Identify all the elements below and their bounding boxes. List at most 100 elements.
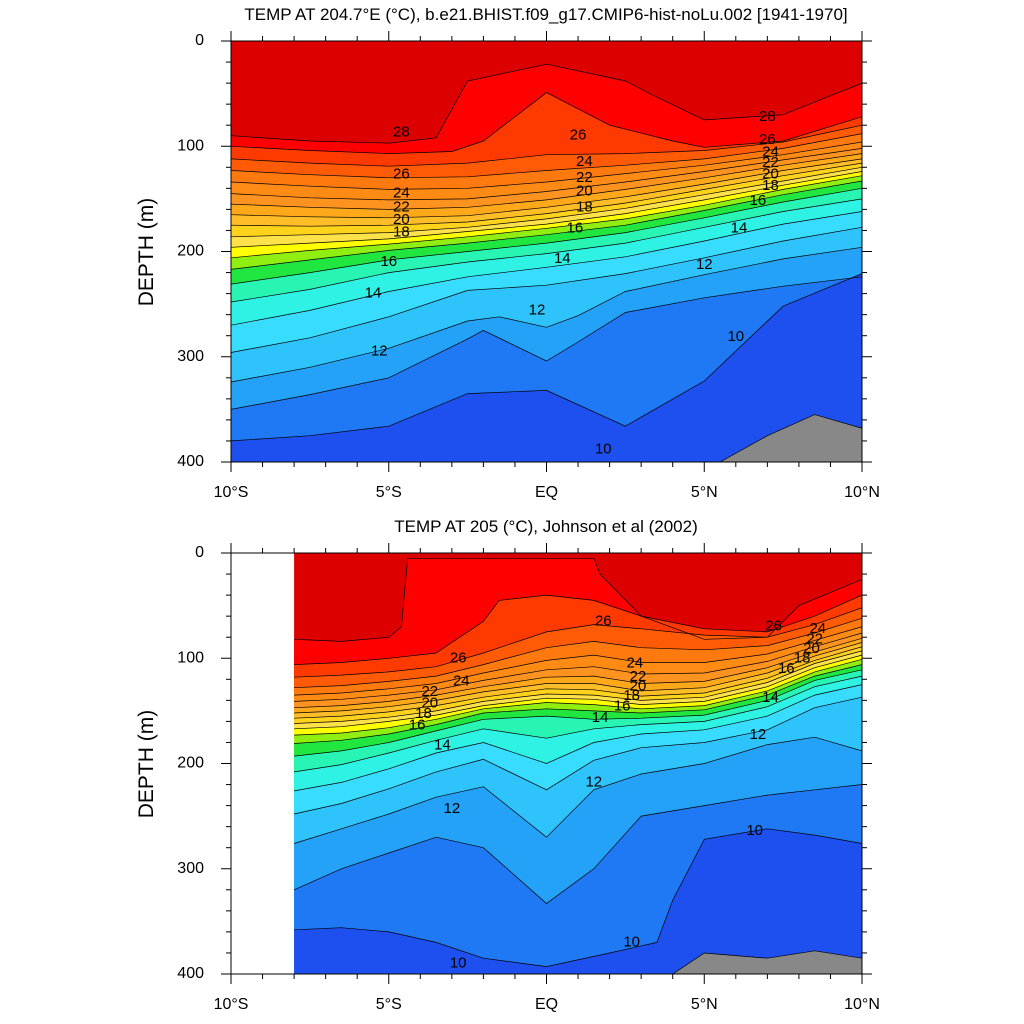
panel-bottom-isotherm-11 bbox=[293, 784, 862, 904]
panel-bottom-isotherm-15 bbox=[294, 675, 862, 773]
panel-bottom-isotherm-22 bbox=[294, 642, 862, 714]
panel-bottom: TEMP AT 205 (°C), Johnson et al (2002) D… bbox=[135, 517, 880, 1013]
panel-bottom-x-tick-label: 5°S bbox=[376, 996, 402, 1013]
panel-bottom-contour-label: 24 bbox=[626, 654, 643, 671]
panel-bottom-contour-label: 14 bbox=[762, 689, 779, 706]
panel-bottom-isotherm-13 bbox=[294, 696, 862, 815]
panel-bottom-y-tick-label: 100 bbox=[177, 649, 204, 666]
panel-top-band-9 bbox=[720, 414, 862, 462]
panel-bottom-x-tick-label: 10°N bbox=[844, 996, 880, 1013]
panel-bottom-contour-label: 10 bbox=[623, 933, 640, 950]
panel-top-isotherm-13 bbox=[231, 226, 862, 353]
panel-top-contour-lines bbox=[231, 63, 862, 462]
panel-top-isotherm-29 bbox=[231, 63, 862, 144]
panel-top-y-tick-label: 100 bbox=[177, 137, 204, 154]
panel-bottom-contour-label: 20 bbox=[803, 640, 820, 657]
panel-bottom-contour-label: 18 bbox=[623, 687, 640, 704]
panel-top-contour-label: 10 bbox=[595, 440, 612, 457]
panel-top-contour-fill bbox=[231, 41, 862, 462]
panel-bottom-contour-label: 16 bbox=[614, 698, 631, 715]
panel-bottom-x-tick-label: 5°N bbox=[691, 996, 718, 1013]
panel-bottom-contour-label: 22 bbox=[421, 683, 438, 700]
panel-top-isotherm-9 bbox=[719, 414, 862, 462]
panel-bottom-isotherm-26 bbox=[294, 617, 862, 689]
panel-bottom-isotherm-10 bbox=[294, 828, 862, 967]
panel-bottom-isotherm-24 bbox=[294, 632, 862, 702]
panel-top-y-tick-label: 0 bbox=[195, 32, 204, 49]
panel-top-isotherm-24 bbox=[231, 148, 862, 201]
panel-bottom-title: TEMP AT 205 (°C), Johnson et al (2002) bbox=[394, 517, 698, 536]
panel-top-contour-label: 28 bbox=[759, 108, 776, 125]
panel-bottom-contour-label: 24 bbox=[809, 620, 826, 637]
panel-top-contour-label: 16 bbox=[380, 253, 397, 270]
panel-top-isotherm-19 bbox=[231, 171, 862, 248]
panel-top-isotherm-16 bbox=[231, 187, 862, 285]
panel-bottom-isotherm-28 bbox=[294, 594, 862, 665]
panel-bottom-isotherm-12 bbox=[293, 736, 862, 844]
panel-top-contour-label: 16 bbox=[567, 219, 584, 236]
panel-top-contour-label: 16 bbox=[750, 192, 767, 209]
panel-top-isotherm-18 bbox=[231, 175, 862, 259]
panel-bottom-contour-label: 18 bbox=[794, 649, 811, 666]
panel-top-contour-label: 18 bbox=[393, 224, 410, 241]
panel-top-isotherm-15 bbox=[231, 198, 862, 303]
panel-top-x-tick-label: 10°N bbox=[844, 484, 880, 501]
panel-bottom-x-tick-label: 10°S bbox=[214, 996, 249, 1013]
panel-top-y-tick-label: 300 bbox=[177, 348, 204, 365]
panel-bottom-contour-label: 26 bbox=[450, 649, 467, 666]
panel-top-title: TEMP AT 204.7°E (°C), b.e21.BHIST.f09_g1… bbox=[244, 5, 847, 24]
panel-bottom-contour-label: 14 bbox=[434, 737, 451, 754]
panel-bottom-frame bbox=[230, 552, 863, 975]
panel-bottom-x-tick-label: EQ bbox=[535, 996, 558, 1013]
panel-top-isotherm-14 bbox=[231, 211, 862, 326]
panel-top-contour-label: 10 bbox=[727, 328, 744, 345]
panel-bottom-contour-label: 26 bbox=[595, 612, 612, 629]
panel-bottom-isotherm-25 bbox=[294, 626, 862, 696]
panel-top-contour-label: 26 bbox=[393, 166, 410, 183]
panel-top-isotherm-28 bbox=[231, 92, 862, 154]
panel-bottom-contour-label: 12 bbox=[750, 726, 767, 743]
panel-top-isotherm-25 bbox=[231, 141, 862, 190]
panel-bottom-contour-label: 22 bbox=[630, 668, 647, 685]
panel-bottom-isotherm-17 bbox=[294, 664, 862, 744]
panel-top-contour-label: 18 bbox=[576, 198, 593, 215]
panel-bottom-y-tick-label: 300 bbox=[177, 860, 204, 877]
panel-bottom-isotherm-16 bbox=[294, 669, 862, 757]
panel-bottom-contour-label: 12 bbox=[585, 773, 602, 790]
panel-bottom-contour-label: 16 bbox=[778, 660, 795, 677]
panel-bottom-isotherm-14 bbox=[294, 684, 862, 792]
panel-top-isotherm-20 bbox=[231, 166, 862, 238]
panel-top-contour-label: 28 bbox=[393, 124, 410, 141]
panel-bottom-contour-label: 22 bbox=[806, 630, 823, 647]
panel-top-contour-label: 20 bbox=[393, 211, 410, 228]
panel-top-isotherm-23 bbox=[231, 153, 862, 210]
panel-bottom-y-tick-label: 400 bbox=[177, 965, 204, 982]
panel-bottom-contour-label: 18 bbox=[415, 705, 432, 722]
panel-top-contour-label: 24 bbox=[762, 144, 779, 161]
panel-top-axes: 10°S 5°S EQ 5°N 10°N 0 100 200 300 400 bbox=[177, 31, 880, 501]
panel-top-x-tick-label: 5°N bbox=[691, 484, 718, 501]
panel-top-isotherm-12 bbox=[231, 246, 862, 383]
panel-top-ylabel: DEPTH (m) bbox=[135, 198, 158, 307]
panel-top-frame bbox=[230, 40, 863, 463]
panel-bottom-contour-label: 12 bbox=[444, 800, 461, 817]
panel-top-x-tick-label: EQ bbox=[535, 484, 558, 501]
panel-top-band-10 bbox=[231, 273, 862, 462]
panel-top-y-tick-label: 200 bbox=[177, 243, 204, 260]
panel-top-contour-label: 26 bbox=[570, 127, 587, 144]
panel-bottom-contour-label: 10 bbox=[746, 822, 763, 839]
panel-top-isotherm-26 bbox=[231, 133, 862, 179]
panel-bottom-band-9 bbox=[672, 950, 862, 974]
panel-bottom-contour-label: 26 bbox=[765, 618, 782, 635]
panel-bottom-isotherm-9 bbox=[672, 950, 862, 974]
panel-top-contour-label: 26 bbox=[759, 131, 776, 148]
panel-top-isotherm-11 bbox=[231, 276, 862, 410]
panel-top-contour-label: 20 bbox=[762, 166, 779, 183]
panel-top-contour-label: 22 bbox=[762, 154, 779, 171]
panel-bottom-contour-label: 20 bbox=[630, 678, 647, 695]
panel-top-contour-label: 14 bbox=[731, 219, 748, 236]
panel-bottom-isotherm-29 bbox=[294, 557, 862, 642]
panel-top-contour-label: 24 bbox=[393, 185, 410, 202]
panel-top-contour-label: 14 bbox=[554, 250, 571, 267]
panel-bottom-contour-fill bbox=[294, 553, 862, 974]
